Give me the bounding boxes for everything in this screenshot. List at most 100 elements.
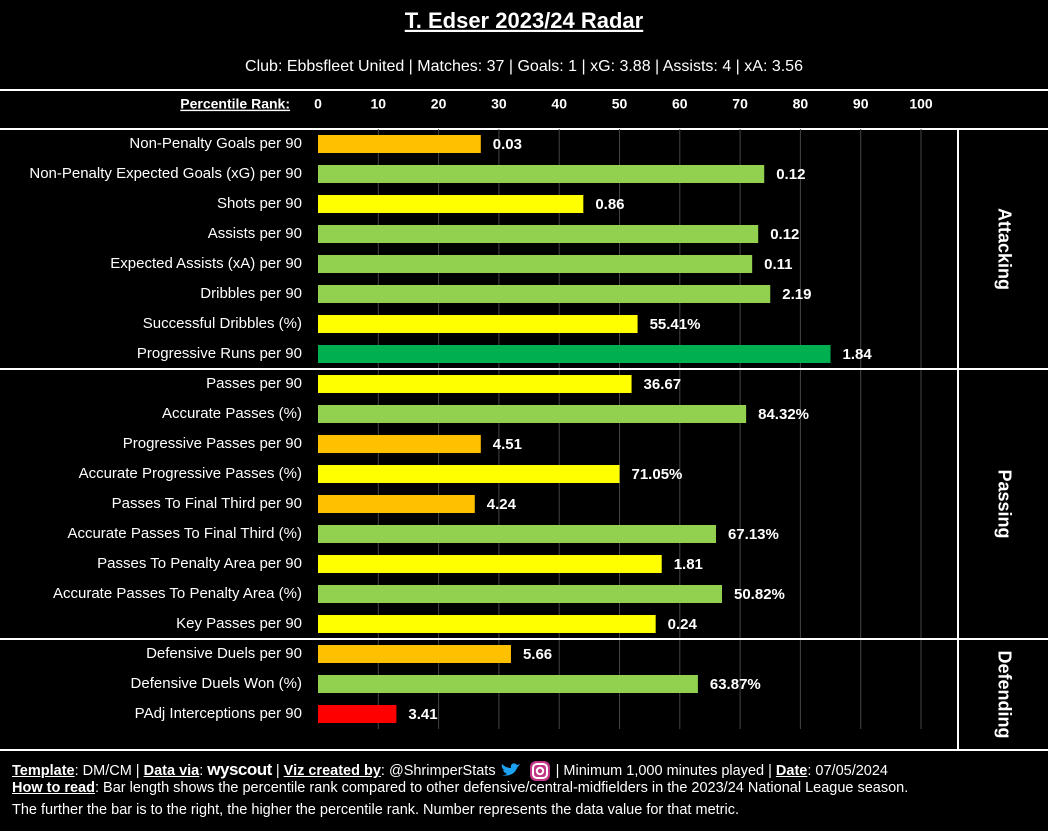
bar <box>318 195 584 213</box>
group-label: Passing <box>994 469 1014 538</box>
y-tick-label: Non-Penalty Expected Goals (xG) per 90 <box>29 165 302 182</box>
bar <box>318 345 831 363</box>
y-tick-label: Key Passes per 90 <box>176 615 302 632</box>
x-tick-label: 100 <box>909 96 933 112</box>
y-tick-label: Accurate Progressive Passes (%) <box>79 465 302 482</box>
y-tick-label: Assists per 90 <box>208 225 302 242</box>
footer-text: Data via <box>143 763 200 779</box>
y-tick-label: Passes To Final Third per 90 <box>112 495 302 512</box>
bar <box>318 165 765 183</box>
bar <box>318 285 771 303</box>
metric-value-label: 36.67 <box>644 376 682 393</box>
y-tick-label: Passes To Penalty Area per 90 <box>97 555 302 572</box>
bar <box>318 465 620 483</box>
footer-text: Viz created by <box>283 763 381 779</box>
metric-value-label: 0.03 <box>493 136 522 153</box>
x-tick-label: 60 <box>672 96 688 112</box>
footer-text: wyscout <box>207 760 272 779</box>
x-tick-label: 70 <box>732 96 748 112</box>
metric-value-label: 1.84 <box>843 346 873 363</box>
bar <box>318 615 656 633</box>
metric-value-label: 50.82% <box>734 586 785 603</box>
bar <box>318 525 716 543</box>
metric-value-label: 2.19 <box>782 286 811 303</box>
group-label: Attacking <box>994 208 1014 290</box>
y-tick-label: Defensive Duels Won (%) <box>131 675 302 692</box>
metric-value-label: 0.24 <box>668 616 698 633</box>
bar <box>318 225 759 243</box>
metric-value-label: 71.05% <box>632 466 683 483</box>
instagram-icon <box>531 763 548 780</box>
y-tick-label: Accurate Passes (%) <box>162 405 302 422</box>
y-tick-label: Shots per 90 <box>217 195 302 212</box>
chart-subtitle: Club: Ebbsfleet United | Matches: 37 | G… <box>245 58 803 75</box>
bar <box>318 405 747 423</box>
metric-value-label: 84.32% <box>758 406 809 423</box>
metric-value-label: 0.11 <box>764 256 792 273</box>
metric-value-label: 0.12 <box>776 166 805 183</box>
metric-value-label: 4.24 <box>487 496 517 513</box>
group-label: Defending <box>994 651 1014 739</box>
y-tick-label: Accurate Passes To Final Third (%) <box>67 525 302 542</box>
metric-value-label: 5.66 <box>523 646 552 663</box>
x-tick-label: 80 <box>793 96 809 112</box>
x-axis-label: Percentile Rank: <box>180 96 290 112</box>
bar <box>318 255 753 273</box>
footer-text: The further the bar is to the right, the… <box>12 802 739 818</box>
x-tick-label: 90 <box>853 96 869 112</box>
instagram-icon <box>529 761 550 782</box>
metric-value-label: 67.13% <box>728 526 779 543</box>
metric-value-label: 1.81 <box>674 556 703 573</box>
bar <box>318 645 511 663</box>
footer-text: : @ShrimperStats <box>380 763 500 779</box>
footer-line: Template: DM/CM | Data via: wyscout | Vi… <box>12 760 888 782</box>
y-tick-label: Passes per 90 <box>206 375 302 392</box>
y-tick-label: Accurate Passes To Penalty Area (%) <box>53 585 302 602</box>
footer-text: Template <box>12 763 75 779</box>
bar <box>318 375 632 393</box>
x-tick-label: 20 <box>431 96 447 112</box>
footer-line: The further the bar is to the right, the… <box>12 802 739 818</box>
x-tick-label: 40 <box>551 96 567 112</box>
bar <box>318 705 397 723</box>
social-icons <box>500 761 552 782</box>
y-tick-label: PAdj Interceptions per 90 <box>135 705 302 722</box>
y-tick-label: Successful Dribbles (%) <box>143 315 302 332</box>
footer-text: | <box>271 763 284 779</box>
x-tick-label: 0 <box>314 96 322 112</box>
y-tick-label: Defensive Duels per 90 <box>146 645 302 662</box>
instagram-icon <box>535 766 544 776</box>
chart: T. Edser 2023/24 Radar Club: Ebbsfleet U… <box>0 8 1048 751</box>
bar <box>318 315 638 333</box>
metric-value-label: 4.51 <box>493 436 522 453</box>
footer-text: : Bar length shows the percentile rank c… <box>94 780 909 796</box>
bar <box>318 585 723 603</box>
bar <box>318 495 475 513</box>
y-tick-label: Expected Assists (xA) per 90 <box>110 255 302 272</box>
footer-text: : DM/CM | <box>74 763 144 779</box>
footer-text: How to read <box>12 780 95 796</box>
y-tick-label: Non-Penalty Goals per 90 <box>129 135 302 152</box>
bar <box>318 555 662 573</box>
chart-title: T. Edser 2023/24 Radar <box>405 8 644 33</box>
y-tick-label: Dribbles per 90 <box>200 285 302 302</box>
bar <box>318 135 481 153</box>
x-tick-label: 30 <box>491 96 507 112</box>
y-tick-label: Progressive Passes per 90 <box>123 435 302 452</box>
metric-value-label: 3.41 <box>408 706 437 723</box>
twitter-icon <box>501 763 520 776</box>
footer-line: How to read: Bar length shows the percen… <box>12 780 908 796</box>
metric-value-label: 0.12 <box>770 226 799 243</box>
footer-text: : 07/05/2024 <box>807 763 888 779</box>
metric-value-label: 55.41% <box>650 316 701 333</box>
footer-text: : <box>199 763 208 779</box>
footer-text: Date <box>775 763 808 779</box>
metric-value-label: 63.87% <box>710 676 761 693</box>
icons <box>501 761 550 782</box>
bar <box>318 675 698 693</box>
footer-text: | Minimum 1,000 minutes played | <box>551 763 776 779</box>
metric-value-label: 0.86 <box>595 196 624 213</box>
x-tick-label: 10 <box>371 96 387 112</box>
bar <box>318 435 481 453</box>
